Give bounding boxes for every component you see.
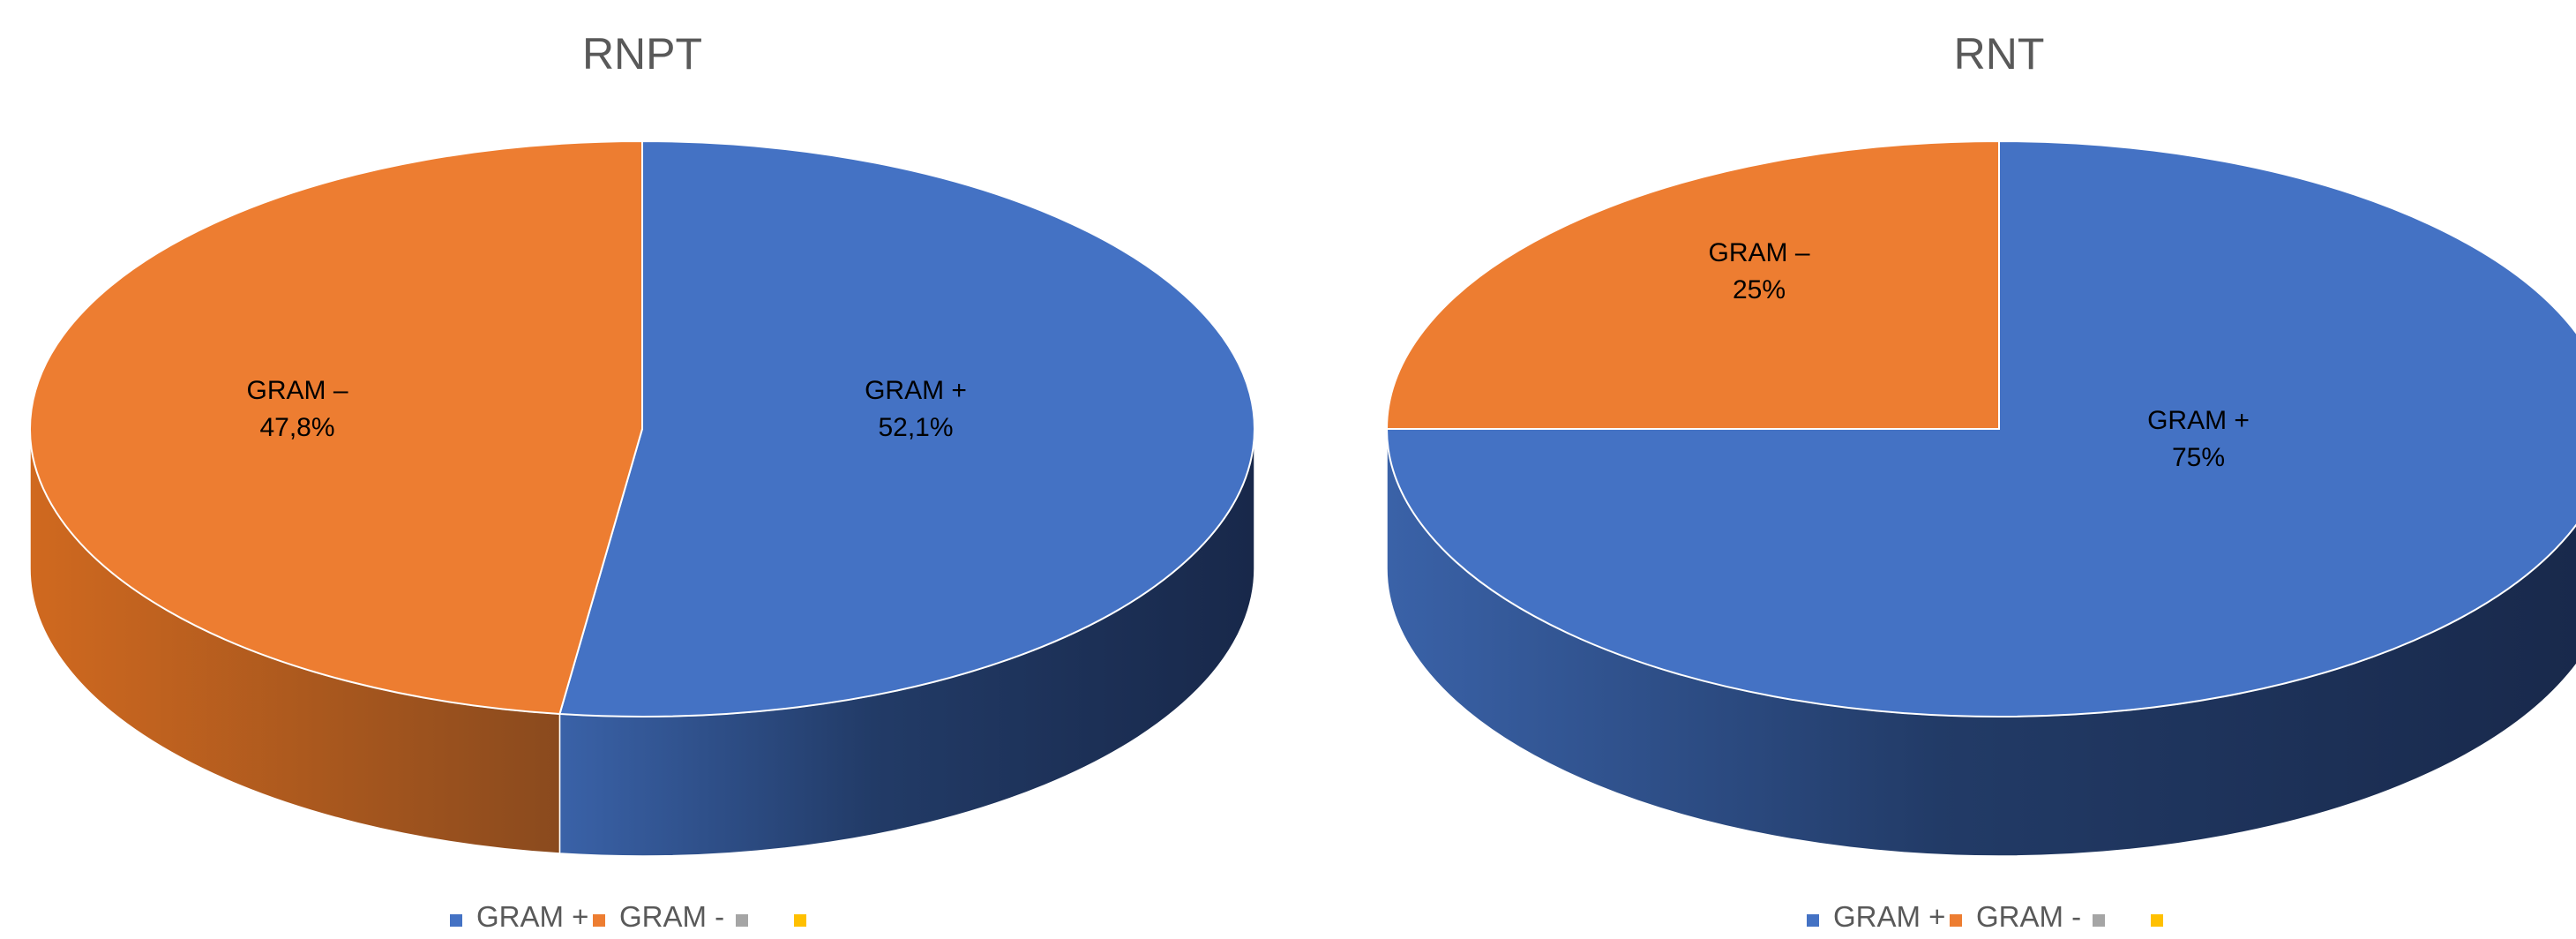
legend-label: GRAM +: [1833, 900, 1945, 933]
pie-chart-2: RNT GRAM +75% GRAM –25% GRAM + GRAM -: [1385, 29, 2576, 933]
pie-chart-1: RNPT GRAM +52,1% GRAM –47,8% GRAM + GRAM -: [29, 29, 1255, 933]
pie-slice: [558, 139, 1255, 717]
legend-swatch: [736, 914, 748, 927]
legend-swatch: [2093, 914, 2105, 927]
chart-title: RNT: [1954, 29, 2045, 79]
pie-slice: [29, 139, 643, 716]
data-label: GRAM +75%: [2147, 406, 2250, 472]
chart-title: RNPT: [582, 29, 702, 79]
legend-swatch: [1807, 914, 1819, 927]
legend-label: GRAM -: [619, 900, 724, 933]
legend-label: GRAM -: [1976, 900, 2081, 933]
chart-legend: GRAM + GRAM -: [450, 900, 806, 933]
data-label: GRAM +52,1%: [865, 376, 967, 442]
pie-slice: [1385, 139, 2000, 430]
pie-slice: [1385, 139, 2576, 717]
chart-legend: GRAM + GRAM -: [1807, 900, 2163, 933]
legend-label: GRAM +: [476, 900, 588, 933]
data-label: GRAM –25%: [1708, 238, 1809, 304]
legend-swatch: [2151, 914, 2163, 927]
legend-swatch: [450, 914, 462, 927]
legend-swatch: [1950, 914, 1962, 927]
legend-swatch: [794, 914, 806, 927]
legend-swatch: [593, 914, 605, 927]
data-label: GRAM –47,8%: [246, 376, 348, 442]
